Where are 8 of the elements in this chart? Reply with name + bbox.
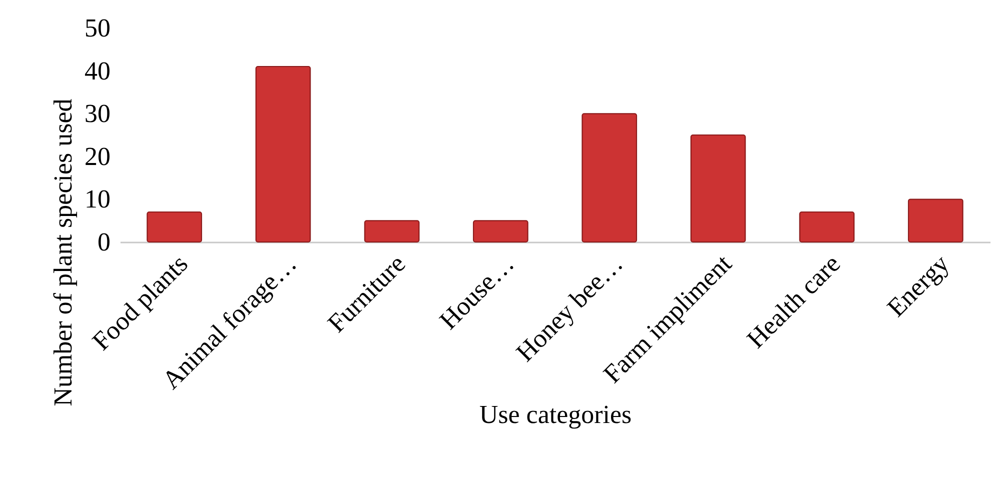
y-tick-label: 40 (84, 56, 110, 86)
y-tick-label: 0 (98, 228, 110, 256)
y-tick-label: 10 (84, 184, 110, 214)
y-axis-title: Number of plant species used (48, 98, 78, 406)
y-tick-label: 30 (84, 99, 110, 128)
y-tick-label: 20 (84, 142, 110, 171)
y-tick-label: 50 (84, 14, 110, 42)
x-axis-title: Use categories (479, 400, 632, 429)
